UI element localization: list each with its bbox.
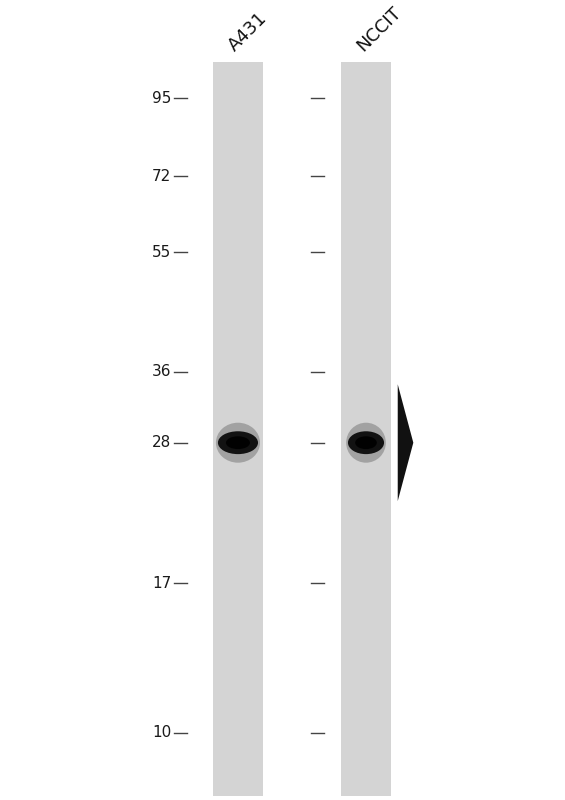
Bar bbox=[341, 62, 391, 796]
Text: 55: 55 bbox=[152, 245, 171, 260]
Ellipse shape bbox=[346, 422, 386, 462]
Bar bbox=[213, 62, 263, 796]
Ellipse shape bbox=[218, 431, 258, 454]
Polygon shape bbox=[398, 384, 414, 501]
Text: A431: A431 bbox=[225, 9, 271, 54]
Text: 10: 10 bbox=[152, 726, 171, 741]
Text: 72: 72 bbox=[152, 169, 171, 184]
Text: 36: 36 bbox=[151, 364, 171, 379]
Text: NCCIT: NCCIT bbox=[353, 3, 405, 54]
Text: 95: 95 bbox=[152, 91, 171, 106]
Ellipse shape bbox=[216, 422, 260, 462]
Ellipse shape bbox=[355, 436, 377, 449]
Text: 28: 28 bbox=[152, 435, 171, 450]
Text: 17: 17 bbox=[152, 576, 171, 591]
Ellipse shape bbox=[348, 431, 384, 454]
Ellipse shape bbox=[226, 436, 250, 449]
